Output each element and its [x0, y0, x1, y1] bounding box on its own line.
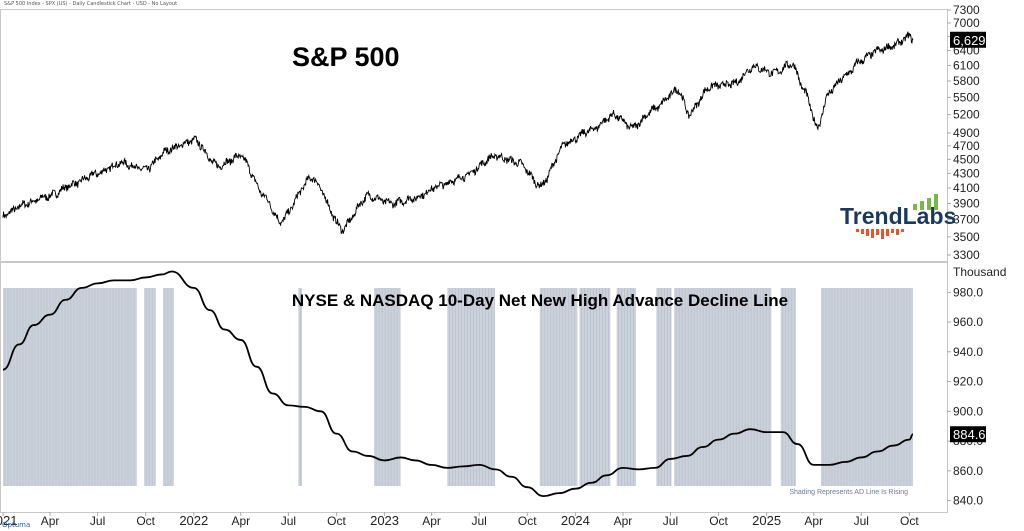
spx-frame: [0, 9, 948, 262]
ad-shaded-period: [579, 288, 611, 486]
ad-frame: [0, 262, 948, 513]
ad-y-tick-label: 900.0: [953, 404, 983, 418]
ad-shaded-period: [656, 288, 672, 486]
logo-bar: [927, 198, 931, 210]
ad-title: NYSE & NASDAQ 10-Day Net New High Advanc…: [292, 291, 788, 310]
logo-dash: [891, 229, 894, 233]
ad-shaded-period: [539, 288, 578, 486]
spx-y-tick-label: 6100: [953, 58, 980, 72]
ad-last-value-box: [950, 426, 986, 443]
x-axis: 2021 Apr Jul Oct 2022 Apr Jul Oct 2023 Apr Jul Oct 2…: [0, 512, 919, 528]
x-tick-label: Apr: [614, 514, 633, 528]
ad-last-value: 884.6: [953, 427, 986, 442]
spx-y-tick-label: 7300: [953, 3, 980, 17]
x-tick-label: 2024: [561, 513, 590, 528]
x-tick-label: Apr: [41, 514, 60, 528]
logo-dash: [901, 229, 904, 232]
x-tick-label: 2021: [0, 513, 17, 528]
logo-bar: [913, 204, 917, 210]
ad-shaded-period: [447, 288, 495, 486]
spx-title: S&P 500: [292, 42, 400, 72]
ad-y-tick-label: 860.0: [953, 464, 983, 478]
spx-price-line: [2, 30, 914, 235]
spx-y-tick-label: 3900: [953, 196, 980, 210]
ad-shaded-period: [780, 288, 796, 486]
x-tick-label: Oct: [900, 514, 919, 528]
ad-annotation: Shading Represents AD Line Is Rising: [789, 489, 908, 496]
ad-y-tick-label: 940.0: [953, 345, 983, 359]
spx-y-tick-label: 4300: [953, 166, 980, 180]
logo-bar: [920, 201, 924, 210]
chart-header: S&P 500 Index - SPX (US) - Daily Candles…: [4, 1, 178, 7]
x-tick-label: Apr: [422, 514, 441, 528]
optuma-watermark: Optuma: [2, 521, 31, 529]
spx-last-value-box: [950, 31, 986, 48]
x-tick-label: Oct: [327, 514, 346, 528]
logo-dash: [871, 229, 874, 238]
spx-y-tick-label: 5800: [953, 74, 980, 88]
logo-dash: [881, 229, 884, 239]
spx-y-tick-label: 3500: [953, 230, 980, 244]
ad-shaded-period: [674, 288, 772, 486]
logo-dash: [856, 229, 859, 232]
ad-y-tick-label: 920.0: [953, 375, 983, 389]
x-tick-label: Oct: [709, 514, 728, 528]
logo-dash: [876, 229, 879, 235]
ad-shaded-period: [3, 288, 137, 486]
spx-last-value: 6,629: [953, 33, 986, 48]
spx-y-tick-label: 5500: [953, 90, 980, 104]
x-tick-label: 2025: [752, 513, 781, 528]
ad-y-unit: Thousand: [953, 265, 1006, 279]
logo-dash: [896, 229, 899, 235]
x-tick-label: Oct: [518, 514, 537, 528]
ad-shaded-period: [821, 288, 913, 486]
spx-y-tick-label: 3700: [953, 213, 980, 227]
spx-y-tick-label: 4900: [953, 126, 980, 140]
x-tick-label: Oct: [136, 514, 155, 528]
x-tick-label: Jul: [90, 514, 105, 528]
ad-shaded-period: [374, 288, 401, 486]
x-tick-label: Jul: [471, 514, 486, 528]
ad-shaded-period: [144, 288, 156, 486]
spx-y-tick-label: 5200: [953, 108, 980, 122]
spx-y-tick-label: 7000: [953, 16, 980, 30]
logo-dash: [866, 229, 869, 236]
x-tick-label: Apr: [804, 514, 823, 528]
logo-text: TrendLabs: [840, 203, 956, 229]
logo-bar: [934, 194, 938, 210]
x-tick-label: Jul: [854, 514, 869, 528]
x-tick-label: Jul: [663, 514, 678, 528]
logo-dash: [861, 229, 864, 234]
ad-y-tick-label: 960.0: [953, 315, 983, 329]
spx-y-tick-label: 4100: [953, 181, 980, 195]
ad-shaded-period: [162, 288, 174, 486]
ad-line-panel: Thousand840.0860.0880.0900.0920.0940.096…: [0, 262, 1006, 513]
ad-y-tick-label: 840.0: [953, 494, 983, 508]
spx-y-tick-label: 4500: [953, 152, 980, 166]
ad-y-tick-label: 980.0: [953, 285, 983, 299]
spx-y-tick-label: 3300: [953, 248, 980, 262]
x-tick-label: Apr: [231, 514, 250, 528]
x-tick-label: 2023: [370, 513, 399, 528]
ad-shaded-period: [616, 288, 636, 486]
x-tick-label: Jul: [281, 514, 296, 528]
x-tick-label: 2022: [179, 513, 208, 528]
ad-shaded-period: [298, 288, 302, 486]
logo-dash: [886, 229, 889, 236]
spx-y-tick-label: 4700: [953, 139, 980, 153]
ad-line: [2, 270, 914, 498]
trendlabs-logo: TrendLabs: [840, 194, 956, 239]
